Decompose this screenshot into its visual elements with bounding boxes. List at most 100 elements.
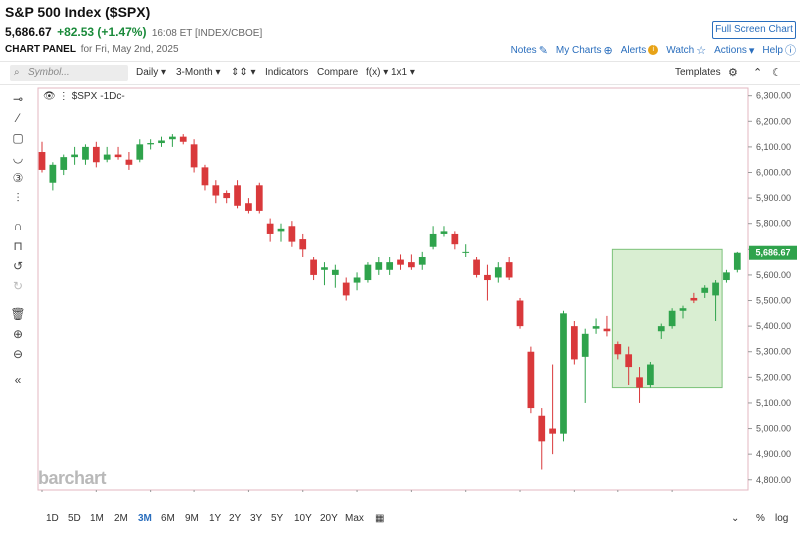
symbol-search-input[interactable]: ⌕ Symbol... (10, 65, 128, 81)
range-button-1d[interactable]: 1D (46, 513, 59, 524)
candle (386, 256, 394, 275)
actions-button[interactable]: Actions ▾ (714, 44, 754, 57)
candle-body (277, 228, 285, 232)
period-dropdown[interactable]: 3-Month ▾ (176, 67, 221, 78)
range-button-1m[interactable]: 1M (90, 513, 104, 524)
candle (636, 367, 643, 403)
candle (125, 152, 133, 170)
range-button-2m[interactable]: 2M (114, 513, 128, 524)
collapse-icon[interactable]: ⌃ (753, 67, 763, 79)
candle-body (636, 377, 643, 388)
collapse-tools-icon[interactable]: « (14, 373, 22, 387)
candle-body (418, 256, 426, 265)
candle (310, 256, 317, 281)
magnet-icon[interactable]: ∩ (13, 219, 23, 233)
last-price: 5,686.67 (5, 25, 52, 39)
range-button-9m[interactable]: 9M (185, 513, 199, 524)
redo-icon[interactable]: ↻ (12, 279, 24, 293)
undo-icon[interactable]: ↺ (12, 259, 24, 273)
candle (668, 308, 676, 329)
price-chart[interactable]: 6,300.00 6,200.00 6,100.00 6,000.00 5,900.00… (30, 86, 800, 503)
star-icon: ☆ (696, 44, 707, 57)
compare-button[interactable]: Compare (317, 67, 359, 78)
candle (418, 251, 426, 270)
candle (647, 361, 654, 388)
my-charts-button[interactable]: My Charts ⊕ (556, 44, 613, 57)
range-button-3y[interactable]: 3Y (250, 513, 263, 524)
candle (255, 182, 263, 214)
chevron-down-icon: ▾ (215, 67, 221, 78)
chart-area[interactable]: 6,300.00 6,200.00 6,100.00 6,000.00 5,900.00… (30, 86, 800, 503)
eye-icon[interactable]: 👁 (43, 91, 56, 102)
candle-body (310, 259, 317, 275)
help-button[interactable]: Help ⓘ (762, 42, 796, 58)
counter-icon[interactable]: ③ (12, 171, 24, 185)
interval-dropdown[interactable]: Daily ▾ (136, 67, 166, 78)
help-label: Help (762, 44, 783, 56)
candle-body (733, 252, 741, 270)
candle-body (494, 267, 502, 278)
range-button-max[interactable]: Max (345, 513, 364, 524)
calendar-icon[interactable]: ▦ (375, 513, 385, 524)
chart-legend: 👁 ⋮ $SPX -1Dc- (43, 91, 125, 102)
trash-icon[interactable]: 🗑 (10, 307, 26, 321)
range-button-20y[interactable]: 20Y (320, 513, 338, 524)
chart-type-dropdown[interactable]: ⇕⇕ ▾ (231, 67, 256, 78)
y-tick-label: 5,100.00 (756, 398, 791, 408)
actions-label: Actions (714, 44, 747, 56)
candle (484, 264, 491, 301)
range-button-10y[interactable]: 10Y (294, 513, 312, 524)
log-toggle[interactable]: log (775, 513, 789, 524)
zoom-out-icon[interactable]: ⊖ (12, 347, 24, 361)
curve-icon[interactable]: ◡ (12, 151, 24, 165)
candle-body (125, 159, 133, 165)
candle-body (288, 226, 296, 242)
candle (429, 226, 437, 250)
range-button-1y[interactable]: 1Y (209, 513, 222, 524)
y-tick-label: 5,200.00 (756, 372, 791, 382)
more-icon[interactable]: ⋮ (58, 91, 69, 102)
watch-button[interactable]: Watch ☆ (666, 44, 706, 57)
candle (397, 254, 404, 270)
indicators-button[interactable]: Indicators (265, 67, 309, 78)
candle (614, 341, 622, 360)
candle-body (440, 231, 448, 234)
range-button-6m[interactable]: 6M (161, 513, 175, 524)
lock-icon[interactable]: ⊓ (13, 239, 23, 253)
range-button-2y[interactable]: 2Y (229, 513, 242, 524)
range-button-5y[interactable]: 5Y (271, 513, 284, 524)
candle (505, 256, 513, 281)
candle (712, 280, 719, 322)
quote-meta: 16:08 ET [INDEX/CBOE] (151, 28, 263, 39)
chart-panel-label: CHART PANEL (5, 44, 76, 55)
last-price-tag: 5,686.67 (749, 245, 797, 260)
candle-body (169, 136, 176, 140)
candle-body (103, 154, 111, 160)
layout-dropdown[interactable]: 1x1 ▾ (391, 67, 415, 78)
candle (212, 180, 220, 204)
fullscreen-button[interactable]: Full Screen Chart (712, 21, 796, 39)
range-button-3m[interactable]: 3M (138, 513, 152, 524)
fib-icon[interactable]: ⫶ (16, 191, 20, 205)
candle (223, 190, 231, 204)
price-line: 5,686.67 +82.53 (+1.47%) 16:08 ET [INDEX… (5, 25, 262, 39)
fx-button[interactable]: f(x) ▾ (366, 67, 388, 78)
candle (690, 292, 698, 304)
rectangle-icon[interactable]: ▢ (12, 131, 24, 145)
page-title: S&P 500 Index ($SPX) (5, 4, 151, 20)
dark-mode-icon[interactable]: ☾ (772, 67, 782, 79)
period-label: 3-Month (176, 67, 213, 78)
percent-toggle[interactable]: % (756, 513, 765, 524)
templates-button[interactable]: Templates (675, 67, 721, 78)
zoom-in-icon[interactable]: ⊕ (12, 327, 24, 341)
crosshair-line-icon[interactable]: ⊸ (12, 92, 24, 106)
gear-icon[interactable]: ⚙ (728, 67, 738, 79)
candle (581, 328, 589, 403)
notes-button[interactable]: Notes ✎ (511, 44, 548, 57)
chevron-double-down-icon[interactable]: ⌄ (731, 513, 740, 524)
candle-body (71, 154, 78, 158)
candle-body (190, 144, 198, 168)
trendline-icon[interactable]: ⁄ (16, 111, 19, 125)
alerts-button[interactable]: Alerts i (621, 45, 659, 56)
range-button-5d[interactable]: 5D (68, 513, 81, 524)
